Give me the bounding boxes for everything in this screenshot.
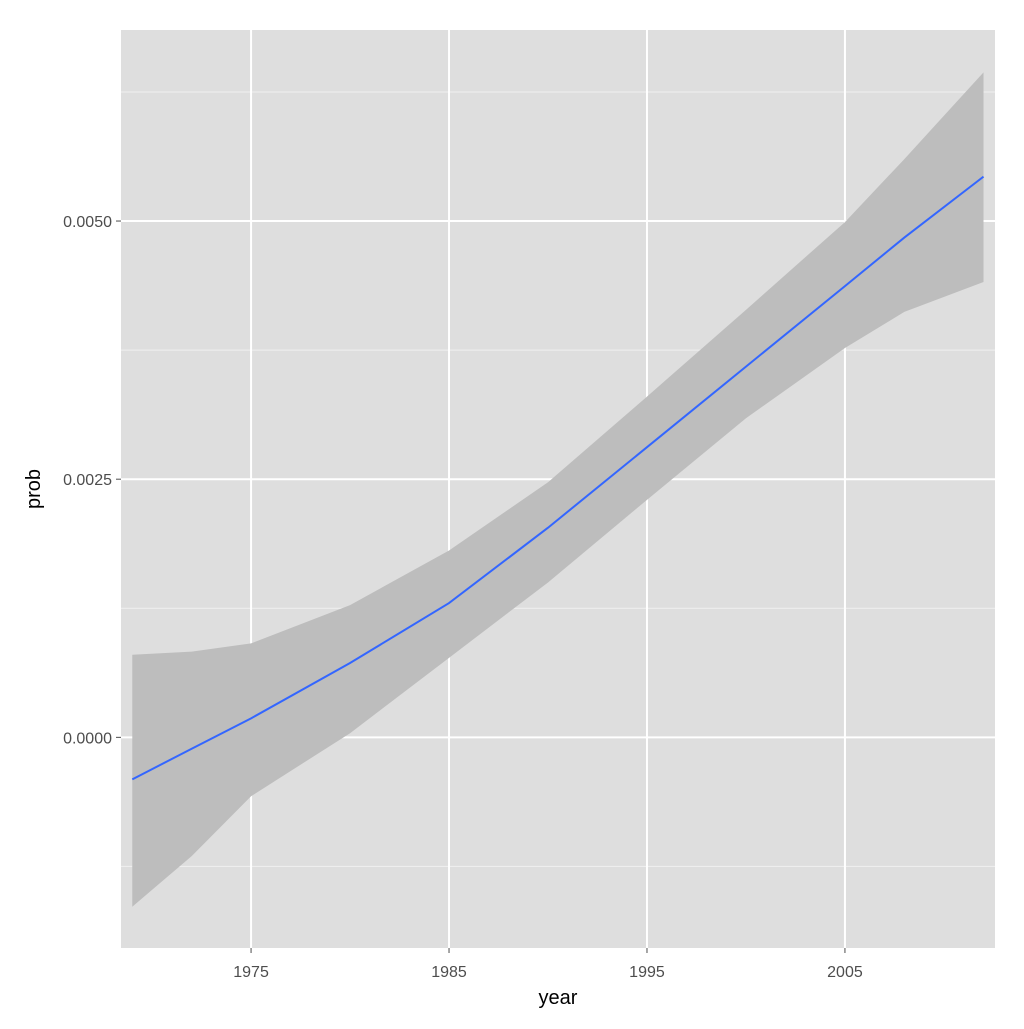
y-tick-label: 0.0025 [63, 472, 112, 489]
y-axis-title: prob [23, 469, 45, 509]
x-tick-label: 2005 [827, 964, 863, 981]
y-tick-label: 0.0050 [63, 214, 112, 231]
x-tick-label: 1975 [233, 964, 269, 981]
confidence-band [132, 72, 984, 907]
x-axis-title: year [539, 987, 578, 1009]
y-tick-label: 0.0000 [63, 730, 112, 747]
x-tick-label: 1995 [629, 964, 665, 981]
smooth-line [131, 175, 985, 781]
x-tick-label: 1985 [431, 964, 467, 981]
